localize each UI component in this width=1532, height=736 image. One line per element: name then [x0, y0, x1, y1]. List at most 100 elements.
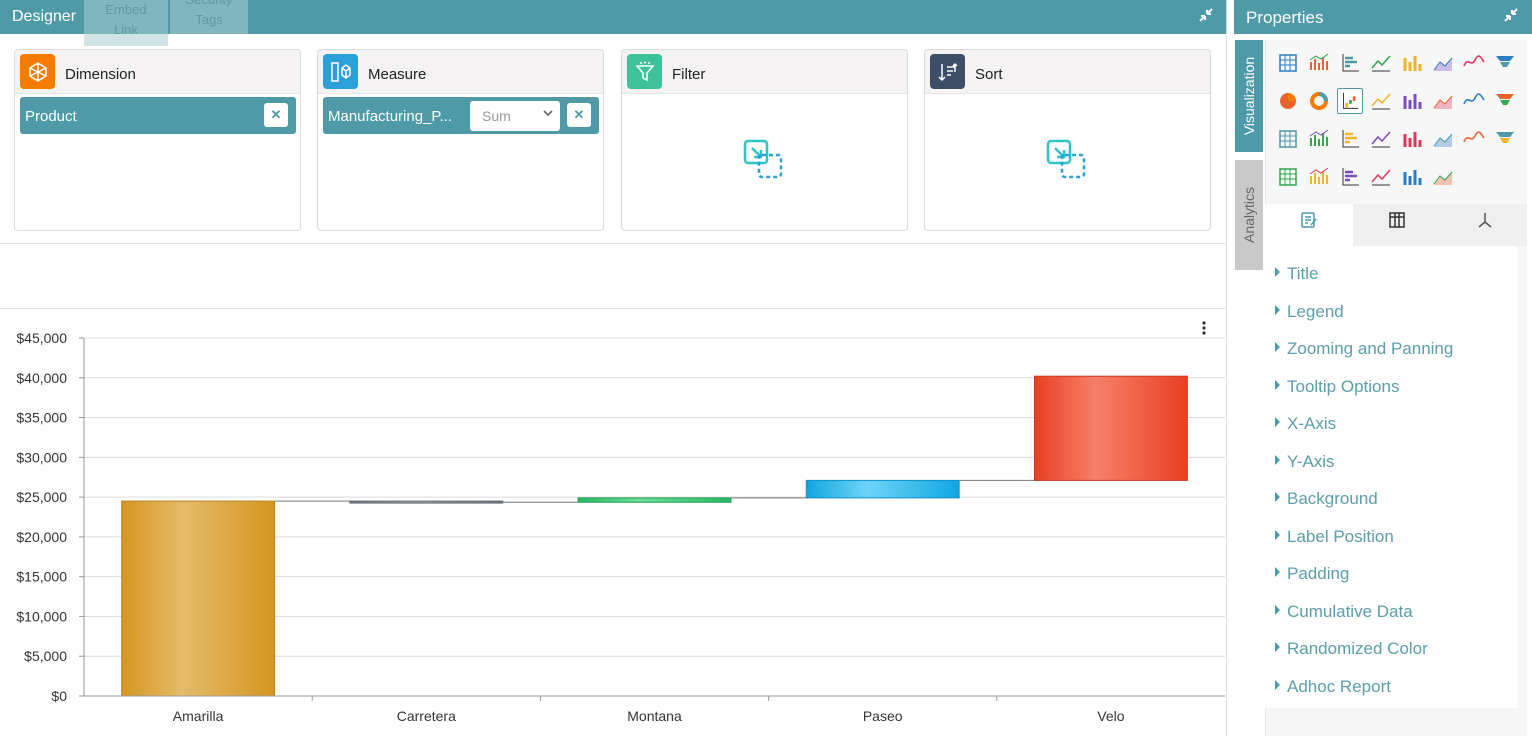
table-icon — [1389, 212, 1405, 228]
security-tags-tab[interactable]: Security Tags — [170, 0, 248, 34]
analytics-tab-label: Analytics — [1241, 186, 1257, 244]
area-icon[interactable] — [1430, 50, 1456, 76]
candlestick-icon[interactable] — [1461, 126, 1487, 152]
aggregation-value: Sum — [482, 108, 511, 124]
property-item[interactable]: Zooming and Panning — [1275, 339, 1453, 359]
sort-title: Sort — [975, 66, 1003, 83]
property-item[interactable]: Adhoc Report — [1275, 677, 1391, 697]
card-icon[interactable] — [1275, 164, 1301, 190]
aggregation-select[interactable]: Sum — [470, 101, 560, 131]
y-tick-label: $10,000 — [16, 608, 67, 624]
caret-right-icon — [1275, 567, 1280, 577]
dimension-chip[interactable]: Product ✕ — [20, 97, 296, 134]
waterfall-icon[interactable] — [1337, 88, 1363, 114]
properties-title: Properties — [1246, 8, 1324, 27]
property-item-label: Y-Axis — [1287, 451, 1335, 471]
donut-icon[interactable] — [1306, 88, 1332, 114]
measure-icon — [323, 54, 358, 89]
grid-icon[interactable] — [1275, 50, 1301, 76]
waterfall-bar[interactable] — [1033, 375, 1188, 481]
chevron-down-icon — [542, 107, 554, 122]
sort-well[interactable]: Sort — [924, 49, 1211, 231]
y-tick-label: $35,000 — [16, 410, 67, 426]
histogram-icon[interactable] — [1430, 164, 1456, 190]
collapse-icon[interactable] — [1198, 7, 1214, 28]
y-tick-label: $30,000 — [16, 449, 67, 465]
dimension-chip-label: Product — [25, 108, 77, 125]
property-item-label: Randomized Color — [1287, 639, 1428, 658]
property-item-label: Padding — [1287, 564, 1350, 583]
property-item[interactable]: Padding — [1275, 564, 1349, 584]
dimension-icon — [20, 54, 55, 89]
visualization-tab-label: Visualization — [1241, 56, 1257, 136]
security-tags-line2: Tags — [195, 12, 223, 27]
stacked-bar-icon[interactable] — [1399, 50, 1425, 76]
pivot-icon[interactable] — [1399, 126, 1425, 152]
property-item[interactable]: Randomized Color — [1275, 639, 1428, 659]
tab-axis[interactable] — [1441, 204, 1529, 246]
remove-measure-button[interactable]: ✕ — [567, 103, 591, 127]
caret-right-icon — [1275, 342, 1280, 352]
dimension-well[interactable]: Dimension Product ✕ — [14, 49, 301, 231]
chart-menu-icon[interactable] — [1200, 320, 1208, 341]
sankey-icon[interactable] — [1368, 164, 1394, 190]
dimension-title: Dimension — [65, 66, 136, 83]
measure-well[interactable]: Measure Manufacturing_P... Sum ✕ — [317, 49, 604, 231]
caret-right-icon — [1275, 417, 1280, 427]
tab-general[interactable] — [1265, 204, 1353, 246]
caret-right-icon — [1275, 454, 1280, 465]
collapse-icon[interactable] — [1503, 7, 1519, 28]
bar-icon[interactable] — [1337, 50, 1363, 76]
property-item[interactable]: Cumulative Data — [1275, 602, 1413, 622]
property-item-label: Title — [1287, 264, 1319, 283]
measure-well-header: Measure — [318, 50, 603, 94]
treemap-icon[interactable] — [1337, 164, 1363, 190]
radar-icon[interactable] — [1368, 88, 1394, 114]
combo-icon[interactable] — [1430, 126, 1456, 152]
embed-link-tab[interactable]: Embed Link — [84, 0, 168, 46]
thermometer-icon[interactable] — [1492, 88, 1518, 114]
range-icon[interactable] — [1275, 126, 1301, 152]
map-icon[interactable] — [1492, 126, 1518, 152]
property-item[interactable]: Tooltip Options — [1275, 377, 1399, 397]
property-item-label: Label Position — [1287, 526, 1394, 546]
spline-icon[interactable] — [1461, 50, 1487, 76]
properties-list: Title Legend Zooming and Panning Tooltip Op… — [1265, 246, 1517, 708]
property-item-label: Background — [1287, 489, 1378, 508]
line-icon[interactable] — [1368, 50, 1394, 76]
scatter-icon[interactable] — [1399, 164, 1425, 190]
ring-icon[interactable] — [1337, 126, 1363, 152]
remove-dimension-button[interactable]: ✕ — [264, 103, 288, 127]
y-tick-label: $0 — [51, 688, 67, 704]
property-item-label: Legend — [1287, 301, 1344, 321]
polar-icon[interactable] — [1306, 126, 1332, 152]
sort-well-header: Sort — [925, 50, 1210, 94]
property-item[interactable]: X-Axis — [1275, 414, 1336, 434]
property-item[interactable]: Background — [1275, 489, 1378, 509]
table-icon[interactable] — [1368, 126, 1394, 152]
waterfall-bar[interactable] — [805, 479, 960, 499]
analytics-tab[interactable]: Analytics — [1235, 160, 1263, 270]
column-icon[interactable] — [1306, 50, 1332, 76]
property-item[interactable]: Label Position — [1275, 527, 1394, 547]
waterfall-bar[interactable] — [577, 497, 732, 503]
measure-chip[interactable]: Manufacturing_P... Sum ✕ — [323, 97, 599, 134]
property-item[interactable]: Title — [1275, 264, 1319, 284]
y-tick-label: $20,000 — [16, 529, 67, 545]
property-item-label: Zooming and Panning — [1287, 339, 1454, 358]
stream-icon[interactable] — [1306, 164, 1332, 190]
waterfall-bar[interactable] — [349, 500, 504, 504]
security-tags-line1: Security — [170, 0, 248, 10]
axis-icon — [1478, 213, 1492, 228]
heatmap-icon[interactable] — [1399, 88, 1425, 114]
waterfall-bar[interactable] — [121, 500, 276, 697]
tab-series[interactable] — [1353, 204, 1441, 246]
pie-icon[interactable] — [1275, 88, 1301, 114]
funnel-icon[interactable] — [1492, 50, 1518, 76]
visualization-tab[interactable]: Visualization — [1235, 40, 1263, 152]
gauge-icon[interactable] — [1461, 88, 1487, 114]
step-line-icon[interactable] — [1430, 88, 1456, 114]
filter-well[interactable]: Filter — [621, 49, 908, 231]
property-item[interactable]: Legend — [1275, 302, 1344, 322]
property-item[interactable]: Y-Axis — [1275, 452, 1335, 472]
